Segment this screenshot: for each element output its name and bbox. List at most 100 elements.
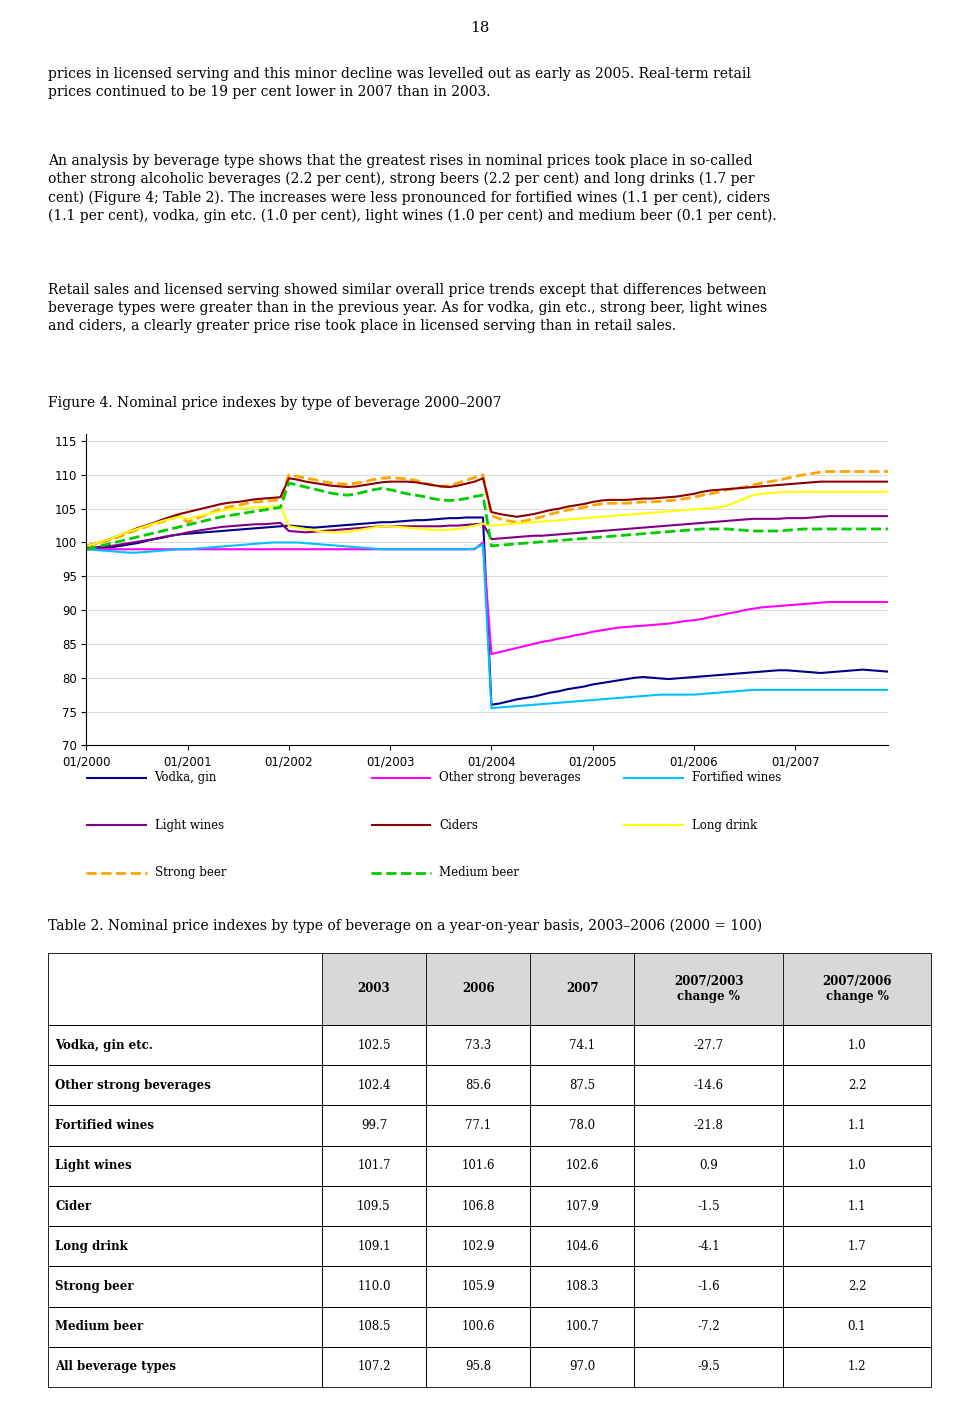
Text: Other strong beverages: Other strong beverages <box>55 1079 211 1091</box>
Bar <box>530 1065 635 1105</box>
Text: 1.1: 1.1 <box>848 1119 866 1132</box>
Text: Long drink: Long drink <box>55 1240 128 1252</box>
Bar <box>426 1065 530 1105</box>
Text: 1.0: 1.0 <box>848 1159 866 1173</box>
Bar <box>530 1105 635 1146</box>
Text: -1.6: -1.6 <box>697 1281 720 1293</box>
Text: -7.2: -7.2 <box>697 1320 720 1334</box>
Bar <box>426 1146 530 1185</box>
Text: -14.6: -14.6 <box>693 1079 724 1091</box>
Bar <box>530 1026 635 1065</box>
Text: 2007/2003
change %: 2007/2003 change % <box>674 975 743 1003</box>
Text: 0.1: 0.1 <box>848 1320 866 1334</box>
Bar <box>322 1346 426 1387</box>
Text: Light wines: Light wines <box>55 1159 132 1173</box>
Bar <box>322 1185 426 1226</box>
Text: Retail sales and licensed serving showed similar overall price trends except tha: Retail sales and licensed serving showed… <box>48 283 767 332</box>
Bar <box>48 1267 322 1307</box>
Bar <box>782 1026 931 1065</box>
Text: 87.5: 87.5 <box>569 1079 595 1091</box>
Bar <box>635 1346 782 1387</box>
Bar <box>322 1146 426 1185</box>
Text: 109.1: 109.1 <box>357 1240 391 1252</box>
Text: 102.6: 102.6 <box>565 1159 599 1173</box>
Text: prices in licensed serving and this minor decline was levelled out as early as 2: prices in licensed serving and this mino… <box>48 67 751 99</box>
Bar <box>530 1267 635 1307</box>
Text: Vodka, gin etc.: Vodka, gin etc. <box>55 1038 153 1052</box>
Bar <box>322 953 426 1026</box>
Bar <box>48 1307 322 1346</box>
Text: 100.6: 100.6 <box>462 1320 495 1334</box>
Bar <box>530 1226 635 1267</box>
Bar <box>322 1065 426 1105</box>
Bar <box>322 1226 426 1267</box>
Text: 74.1: 74.1 <box>569 1038 595 1052</box>
Bar <box>782 1105 931 1146</box>
Text: 106.8: 106.8 <box>462 1199 494 1212</box>
Bar <box>530 953 635 1026</box>
Bar <box>782 1185 931 1226</box>
Text: -1.5: -1.5 <box>697 1199 720 1212</box>
Bar <box>48 1065 322 1105</box>
Text: 85.6: 85.6 <box>465 1079 492 1091</box>
Text: Ciders: Ciders <box>439 818 478 832</box>
Text: Light wines: Light wines <box>155 818 224 832</box>
Bar <box>635 1146 782 1185</box>
Text: 100.7: 100.7 <box>565 1320 599 1334</box>
Text: 73.3: 73.3 <box>465 1038 492 1052</box>
Bar <box>426 1307 530 1346</box>
Bar <box>48 1146 322 1185</box>
Text: Fortified wines: Fortified wines <box>691 771 780 785</box>
Bar <box>48 1026 322 1065</box>
Bar <box>530 1346 635 1387</box>
Text: All beverage types: All beverage types <box>55 1360 176 1373</box>
Text: 108.3: 108.3 <box>565 1281 599 1293</box>
Bar <box>426 1346 530 1387</box>
Text: Table 2. Nominal price indexes by type of beverage on a year-on-year basis, 2003: Table 2. Nominal price indexes by type o… <box>48 919 762 933</box>
Bar <box>530 1146 635 1185</box>
Text: Medium beer: Medium beer <box>439 866 519 880</box>
Text: 101.6: 101.6 <box>462 1159 494 1173</box>
Bar <box>635 1226 782 1267</box>
Text: 77.1: 77.1 <box>465 1119 492 1132</box>
Text: 1.2: 1.2 <box>848 1360 866 1373</box>
Bar <box>426 1267 530 1307</box>
Text: 108.5: 108.5 <box>357 1320 391 1334</box>
Bar <box>48 1226 322 1267</box>
Text: 105.9: 105.9 <box>462 1281 495 1293</box>
Bar <box>782 1346 931 1387</box>
Bar <box>635 1065 782 1105</box>
Text: 2006: 2006 <box>462 982 494 995</box>
Text: 102.5: 102.5 <box>357 1038 391 1052</box>
Text: An analysis by beverage type shows that the greatest rises in nominal prices too: An analysis by beverage type shows that … <box>48 154 777 223</box>
Bar <box>322 953 426 1026</box>
Text: 97.0: 97.0 <box>569 1360 595 1373</box>
Text: -4.1: -4.1 <box>697 1240 720 1252</box>
Bar <box>635 1267 782 1307</box>
Bar <box>426 953 530 1026</box>
Text: -21.8: -21.8 <box>694 1119 724 1132</box>
Text: 95.8: 95.8 <box>465 1360 492 1373</box>
Text: 2.2: 2.2 <box>848 1281 866 1293</box>
Bar <box>530 1307 635 1346</box>
Bar <box>48 1185 322 1226</box>
Text: -27.7: -27.7 <box>693 1038 724 1052</box>
Bar <box>635 1026 782 1065</box>
Bar <box>782 1267 931 1307</box>
Bar <box>48 953 322 1026</box>
Bar <box>48 1346 322 1387</box>
Text: Other strong beverages: Other strong beverages <box>439 771 581 785</box>
Bar <box>782 1307 931 1346</box>
Bar <box>635 1185 782 1226</box>
Text: 2007: 2007 <box>566 982 599 995</box>
Bar <box>782 1065 931 1105</box>
Text: Strong beer: Strong beer <box>55 1281 133 1293</box>
Bar <box>48 1105 322 1146</box>
Text: 104.6: 104.6 <box>565 1240 599 1252</box>
Bar <box>322 1026 426 1065</box>
Text: 1.1: 1.1 <box>848 1199 866 1212</box>
Text: 1.7: 1.7 <box>848 1240 866 1252</box>
Bar <box>530 953 635 1026</box>
Text: Medium beer: Medium beer <box>55 1320 143 1334</box>
Bar <box>782 953 931 1026</box>
